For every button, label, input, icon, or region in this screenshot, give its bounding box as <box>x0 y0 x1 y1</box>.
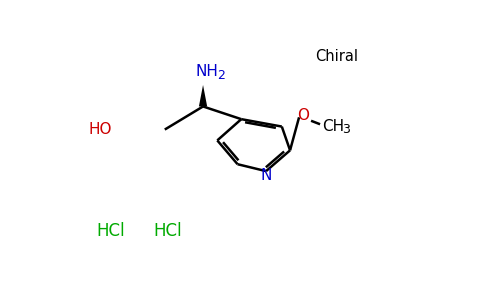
Text: HCl: HCl <box>97 222 125 240</box>
Text: 2: 2 <box>217 68 225 82</box>
Text: HCl: HCl <box>153 222 182 240</box>
Text: 3: 3 <box>342 123 350 136</box>
Text: Chiral: Chiral <box>316 49 359 64</box>
Polygon shape <box>199 85 207 106</box>
Text: HO: HO <box>89 122 112 137</box>
Text: N: N <box>260 168 272 183</box>
Text: NH: NH <box>196 64 218 79</box>
Text: CH: CH <box>322 119 345 134</box>
Text: O: O <box>298 108 310 123</box>
